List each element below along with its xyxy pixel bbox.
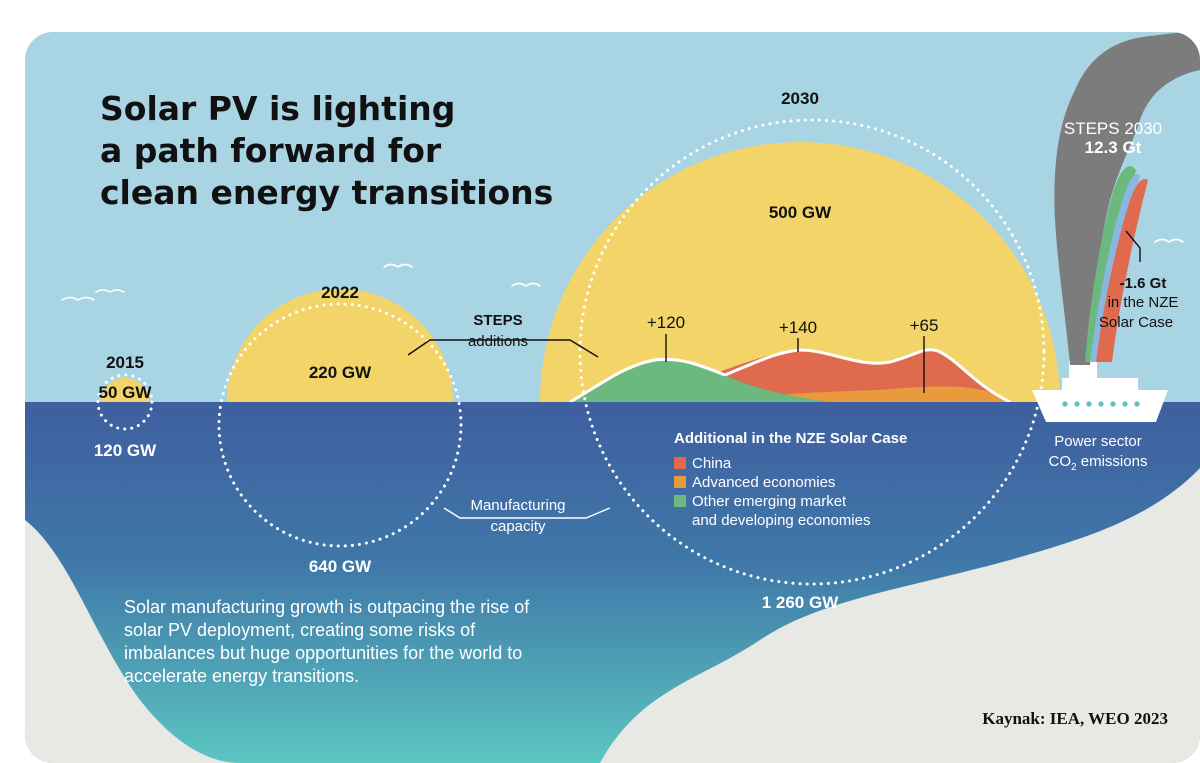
svg-text:accelerate energy transitions.: accelerate energy transitions. — [124, 666, 359, 686]
steps-leader-line — [407, 339, 599, 358]
area-other-emerging — [570, 359, 830, 402]
manufacturing-label: Manufacturing — [470, 497, 565, 514]
nze-leader-line — [1125, 230, 1141, 262]
manufacturing-2030: 1 260 GW — [762, 593, 839, 612]
legend-label-other-line2: and developing economies — [692, 512, 870, 529]
nze-reduction-line3: Solar Case — [1099, 314, 1173, 331]
deployment-2015: 50 GW — [99, 383, 153, 402]
manufacturing-2015: 120 GW — [94, 441, 157, 460]
ship-icon — [1032, 360, 1168, 422]
deployment-2030: 500 GW — [769, 203, 832, 222]
addition-other-emerging: +120 — [647, 313, 685, 332]
year-label-2030: 2030 — [781, 89, 819, 108]
svg-text:clean energy transitions: clean energy transitions — [100, 173, 553, 212]
birds — [61, 238, 1184, 301]
sun-2030 — [540, 118, 1060, 586]
legend-label-china: China — [692, 455, 732, 472]
addition-china: +140 — [779, 318, 817, 337]
svg-text:imbalances but huge opportunit: imbalances but huge opportunities for th… — [124, 643, 522, 663]
sun-2022 — [217, 289, 463, 548]
steps-2030-label: STEPS 2030 — [1064, 119, 1162, 138]
power-sector-label: Power sector — [1054, 433, 1142, 450]
legend-label-advanced: Advanced economies — [692, 474, 835, 491]
page-title: Solar PV is lighting a path forward for … — [100, 89, 553, 212]
nze-reduction-line2: in the NZE — [1108, 294, 1179, 311]
deployment-2022: 220 GW — [309, 363, 372, 382]
source-credit: Kaynak: IEA, WEO 2023 — [982, 709, 1168, 728]
body-text: Solar manufacturing growth is outpacing … — [124, 597, 530, 686]
legend-swatch-china — [674, 457, 686, 469]
manufacturing-2022: 640 GW — [309, 557, 372, 576]
legend-swatch-other — [674, 495, 686, 507]
nze-reduction-value: -1.6 Gt — [1120, 275, 1167, 292]
manufacturing-label-line2: capacity — [490, 518, 546, 535]
land-shape — [25, 520, 240, 763]
land-shape-right — [600, 468, 1200, 763]
steps-label-line2: additions — [468, 333, 528, 350]
year-label-2015: 2015 — [106, 353, 144, 372]
legend-label-other: Other emerging market — [692, 493, 847, 510]
legend: Additional in the NZE Solar Case China A… — [674, 430, 907, 529]
sun-2015 — [96, 373, 154, 431]
addition-advanced: +65 — [910, 316, 939, 335]
area-china — [700, 349, 1010, 402]
co2-emissions-label: CO2 emissions — [1049, 453, 1148, 473]
svg-text:Solar manufacturing growth is: Solar manufacturing growth is outpacing … — [124, 597, 530, 617]
year-label-2022: 2022 — [321, 283, 359, 302]
manufacturing-leader-line — [443, 507, 611, 519]
legend-swatch-advanced — [674, 476, 686, 488]
smoke-plume — [1054, 32, 1200, 365]
steps-outline — [569, 357, 726, 402]
svg-text:solar PV deployment, creating: solar PV deployment, creating some risks… — [124, 620, 476, 640]
svg-text:a path forward for: a path forward for — [100, 131, 442, 170]
svg-text:Solar PV is lighting: Solar PV is lighting — [100, 89, 455, 128]
steps-2030-value: 12.3 Gt — [1085, 138, 1142, 157]
legend-title: Additional in the NZE Solar Case — [674, 430, 907, 447]
steps-label: STEPS — [473, 312, 522, 329]
